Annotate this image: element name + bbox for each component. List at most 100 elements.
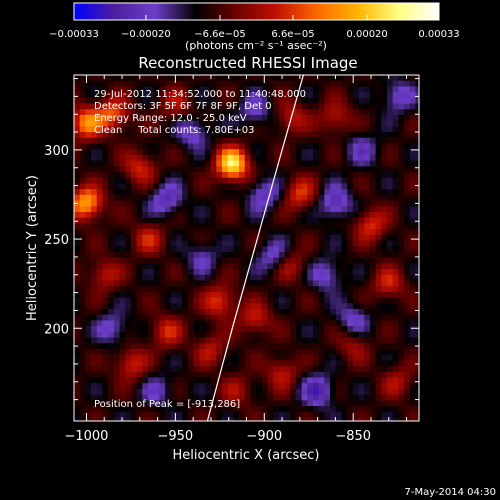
heatmap-cell: [244, 189, 252, 196]
heatmap-cell: [159, 406, 166, 413]
heatmap-cell: [398, 137, 405, 145]
heatmap-cell: [130, 291, 138, 299]
heatmap-cell: [239, 120, 246, 127]
heatmap-cell: [125, 309, 132, 316]
heatmap-cell: [341, 103, 348, 110]
heatmap-cell: [273, 183, 280, 190]
heatmap-cell: [193, 251, 200, 259]
heatmap-cell: [364, 314, 371, 322]
heatmap-cell: [193, 240, 200, 247]
heatmap-cell: [324, 274, 331, 282]
heatmap-cell: [256, 154, 263, 162]
heatmap-cell: [182, 269, 189, 276]
heatmap-cell: [85, 154, 92, 162]
heatmap-cell: [352, 297, 360, 304]
heatmap-cell: [256, 337, 263, 344]
heatmap-cell: [347, 200, 354, 207]
heatmap-cell: [170, 320, 178, 327]
heatmap-cell: [409, 326, 417, 333]
heatmap-cell: [364, 348, 371, 356]
heatmap-cell: [79, 314, 86, 322]
heatmap-cell: [273, 348, 280, 356]
heatmap-cell: [91, 309, 98, 316]
heatmap-cell: [91, 371, 98, 379]
heatmap-cell: [261, 183, 269, 190]
heatmap-cell: [136, 103, 143, 110]
heatmap-cell: [147, 132, 155, 139]
heatmap-cell: [85, 86, 92, 93]
heatmap-cell: [165, 206, 172, 213]
heatmap-cell: [318, 269, 325, 276]
heatmap-cell: [108, 137, 115, 145]
heatmap-cell: [392, 411, 399, 419]
heatmap-cell: [347, 154, 354, 162]
heatmap-cell: [290, 240, 297, 247]
heatmap-cell: [284, 211, 291, 219]
heatmap-cell: [369, 80, 377, 88]
heatmap-cell: [227, 366, 234, 373]
heatmap-cell: [364, 97, 371, 105]
heatmap-cell: [136, 326, 143, 333]
heatmap-cell: [273, 229, 280, 236]
heatmap-cell: [216, 154, 223, 162]
heatmap-cell: [159, 257, 166, 264]
heatmap-cell: [204, 274, 212, 282]
heatmap-cell: [409, 75, 417, 82]
heatmap-cell: [125, 388, 132, 396]
heatmap-cell: [290, 109, 297, 116]
heatmap-cell: [199, 314, 206, 322]
heatmap-cell: [96, 354, 104, 361]
heatmap-cell: [216, 211, 223, 219]
heatmap-cell: [415, 326, 419, 333]
heatmap-cell: [358, 377, 365, 384]
heatmap-cell: [193, 149, 200, 156]
heatmap-cell: [125, 269, 132, 276]
heatmap-cell: [227, 143, 234, 150]
heatmap-cell: [278, 394, 286, 401]
heatmap-cell: [324, 109, 331, 116]
heatmap-cell: [233, 206, 240, 213]
heatmap-cell: [233, 103, 240, 110]
heatmap-cell: [227, 314, 234, 322]
heatmap-cell: [352, 223, 360, 230]
heatmap-cell: [250, 400, 257, 407]
heatmap-cell: [341, 160, 348, 167]
heatmap-cell: [261, 194, 269, 202]
heatmap-cell: [91, 257, 98, 264]
heatmap-cell: [239, 160, 246, 167]
heatmap-cell: [125, 154, 132, 162]
heatmap-cell: [113, 154, 121, 162]
heatmap-cell: [324, 417, 331, 421]
heatmap-cell: [295, 80, 303, 88]
heatmap-cell: [113, 114, 121, 122]
heatmap-cell: [85, 303, 92, 310]
heatmap-cell: [108, 354, 115, 361]
heatmap-cell: [273, 189, 280, 196]
heatmap-cell: [381, 394, 388, 401]
heatmap-cell: [313, 109, 320, 116]
heatmap-cell: [85, 331, 92, 339]
heatmap-cell: [199, 160, 206, 167]
heatmap-cell: [91, 291, 98, 299]
heatmap-cell: [290, 354, 297, 361]
heatmap-cell: [409, 143, 417, 150]
heatmap-cell: [153, 383, 160, 390]
heatmap-cell: [313, 291, 320, 299]
heatmap-cell: [85, 371, 92, 379]
heatmap-cell: [392, 172, 399, 179]
heatmap-cell: [415, 314, 419, 322]
heatmap-cell: [74, 274, 81, 282]
heatmap-cell: [278, 240, 286, 247]
heatmap-cell: [330, 274, 337, 282]
heatmap-cell: [244, 406, 252, 413]
heatmap-cell: [96, 86, 104, 93]
heatmap-cell: [409, 189, 417, 196]
heatmap-cell: [364, 149, 371, 156]
heatmap-cell: [176, 411, 183, 419]
heatmap-cell: [96, 246, 104, 253]
heatmap-cell: [386, 92, 394, 99]
heatmap-cell: [85, 377, 92, 384]
heatmap-cell: [295, 320, 303, 327]
heatmap-cell: [176, 86, 183, 93]
heatmap-cell: [409, 314, 417, 322]
